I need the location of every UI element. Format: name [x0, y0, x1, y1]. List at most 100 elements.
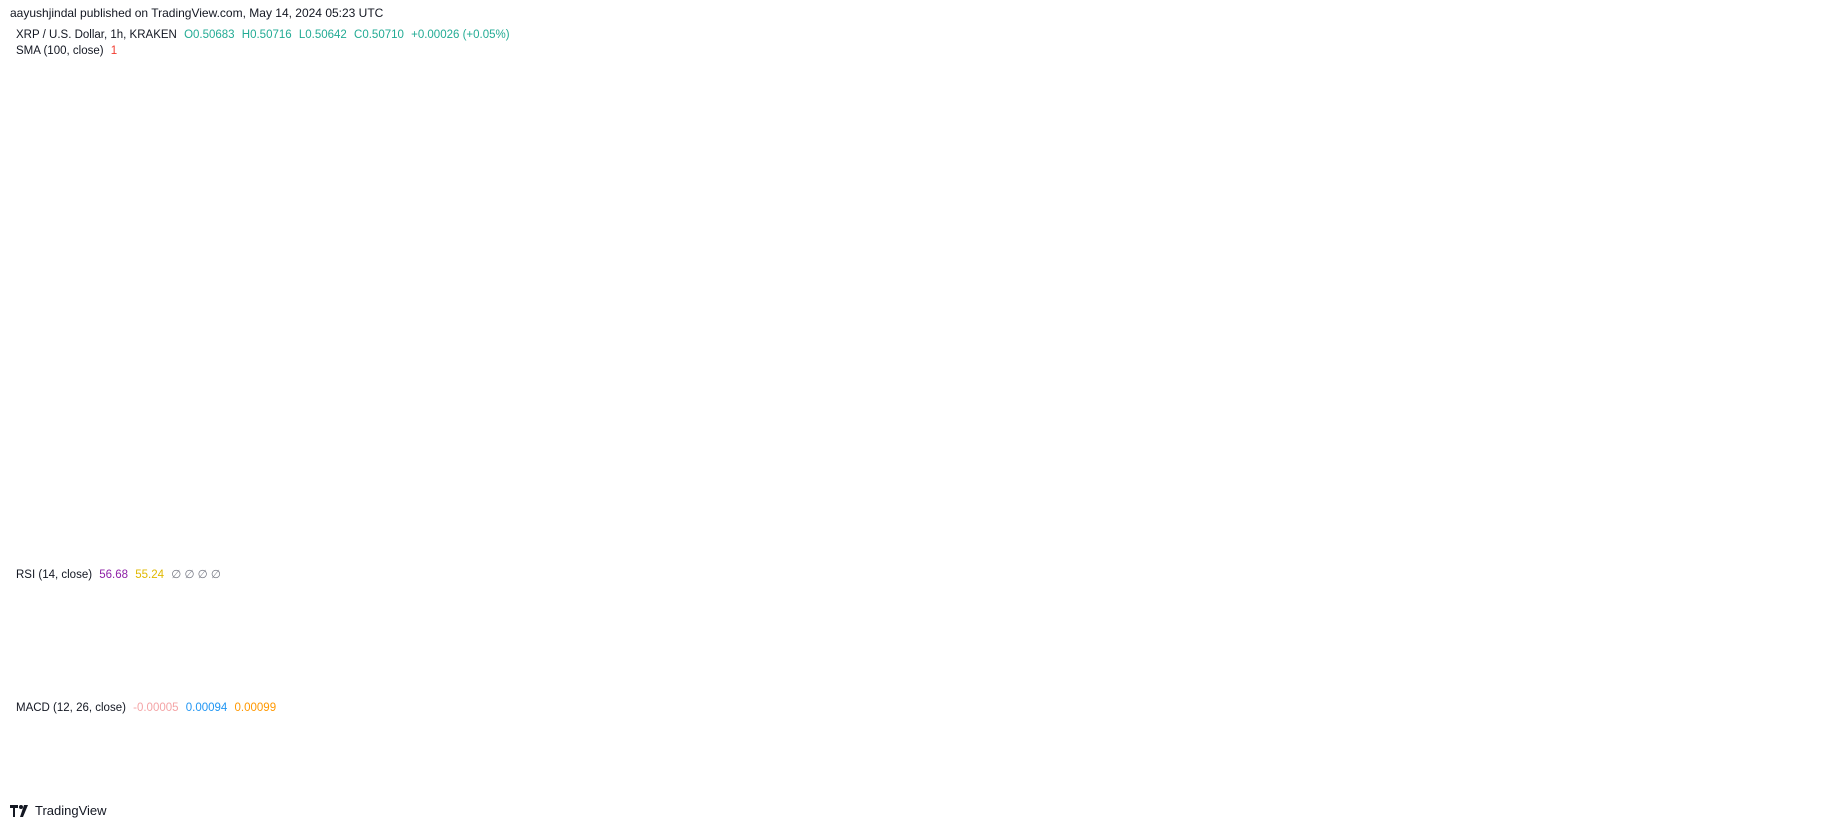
candle-28 — [344, 191, 352, 222]
price-label-bg-6 — [1770, 510, 1826, 527]
candle-14 — [176, 184, 184, 232]
candle-56 — [680, 297, 688, 317]
candle-body-59 — [716, 308, 724, 312]
rsi-null-values: ∅ ∅ ∅ ∅ — [171, 569, 221, 581]
candle-body-83 — [1004, 327, 1012, 349]
candle-body-60 — [728, 303, 736, 309]
price-axis: USD 0.52500 0.52000 0.51500 0.51000 0.49500 0.… — [1770, 36, 1826, 734]
candle-26 — [320, 184, 328, 216]
candle-46 — [560, 321, 568, 349]
candle-body-1 — [20, 146, 28, 153]
candle-body-90 — [1088, 263, 1096, 306]
price-chart[interactable]: 0 (0.51202) 0.236 (0.50605) 0.5 (0.49937) 0… — [0, 0, 1835, 800]
x-tick-8: 12:00 — [1054, 774, 1082, 786]
candle-body-26 — [320, 191, 328, 203]
candle-body-43 — [524, 337, 532, 343]
x-tick-3: 11 — [464, 774, 475, 786]
candle-13 — [164, 173, 172, 232]
candle-body-48 — [584, 318, 592, 349]
candle-body-19 — [236, 146, 244, 184]
candle-60 — [728, 295, 736, 317]
candle-body-64 — [776, 305, 784, 333]
candle-65 — [788, 316, 796, 338]
tradingview-brand[interactable]: TradingView — [10, 803, 107, 818]
candle-body-42 — [512, 337, 520, 347]
y-tick-1: 0.52000 — [1778, 163, 1818, 175]
candle-83 — [1004, 321, 1012, 359]
candle-body-31 — [380, 242, 388, 375]
candle-body-53 — [644, 303, 652, 322]
candle-body-6 — [80, 240, 88, 275]
candle-body-68 — [824, 327, 832, 333]
candle-body-37 — [452, 316, 460, 338]
macd-tick-0: 0.00000 — [1778, 722, 1818, 734]
candle-body-20 — [248, 184, 256, 190]
candle-body-57 — [692, 305, 700, 312]
fib-label-5: 1 (0.48672) — [1634, 508, 1690, 520]
candle-45 — [548, 327, 556, 349]
rsi-label: RSI (14, close) — [16, 569, 93, 581]
candle-24 — [296, 173, 304, 200]
fib-label-4: 0.764 (0.49269) — [1612, 445, 1690, 457]
candle-body-85 — [1028, 300, 1036, 333]
candle-36 — [440, 311, 448, 338]
trendline — [7, 97, 1213, 417]
candle-91 — [1100, 293, 1108, 328]
candle-body-13 — [164, 184, 172, 224]
rsi-legend: RSI (14, close) 56.68 55.24 ∅ ∅ ∅ ∅ — [16, 567, 225, 581]
x-tick-11: 15 — [1419, 774, 1431, 786]
candle-body-16 — [200, 168, 208, 171]
high-value: H0.50716 — [241, 29, 292, 41]
macd-label: MACD (12, 26, close) — [16, 702, 126, 714]
sma-line — [11, 34, 1213, 296]
x-tick-6: 12:00 — [814, 774, 842, 786]
lightning-icon — [1225, 537, 1243, 555]
candle-body-21 — [260, 187, 268, 190]
candle-27 — [332, 184, 340, 206]
candle-53 — [644, 300, 652, 328]
rsi-band-fill — [8, 582, 1768, 655]
candle-body-32 — [392, 361, 400, 375]
candle-6 — [80, 231, 88, 280]
price-label-bg-5 — [1770, 411, 1826, 428]
candle-body-78 — [944, 475, 952, 481]
y-tick-3: 0.51000 — [1778, 269, 1818, 281]
candle-body-2 — [32, 144, 40, 153]
candle-body-55 — [668, 305, 676, 309]
candle-94 — [1136, 297, 1144, 349]
candle-35 — [428, 321, 436, 359]
candle-20 — [248, 173, 256, 200]
price-label-2: 0.51186 — [1778, 249, 1817, 261]
candle-42 — [512, 327, 520, 354]
rsi-tick-0: 60.00 — [1778, 596, 1806, 608]
candle-7 — [92, 221, 100, 285]
candle-body-23 — [284, 187, 292, 192]
rsi-value: 56.68 — [99, 569, 129, 581]
candle-body-71 — [860, 337, 868, 359]
candle-body-65 — [788, 321, 796, 333]
x-tick-13: 16 — [1658, 774, 1670, 786]
candle-body-76 — [920, 364, 928, 391]
candle-body-81 — [980, 335, 988, 407]
y-tick-4: 0.49500 — [1778, 428, 1818, 440]
price-label-5: 0.49633 — [1778, 414, 1818, 426]
candle-70 — [848, 324, 856, 343]
candle-body-63 — [764, 293, 772, 306]
candle-57 — [692, 301, 700, 322]
candle-49 — [596, 337, 604, 365]
candle-40 — [488, 335, 496, 359]
candle-37 — [452, 308, 460, 349]
candle-body-5 — [68, 210, 76, 241]
candle-body-67 — [812, 327, 820, 330]
macd-signal-value: 0.00099 — [234, 702, 277, 714]
y-tick-5: 0.49000 — [1778, 481, 1818, 493]
candle-8 — [104, 221, 112, 269]
candle-body-12 — [152, 184, 160, 227]
candle-body-40 — [488, 343, 496, 354]
candle-89 — [1076, 258, 1084, 280]
candle-body-34 — [416, 348, 424, 370]
fib-label-0: 0 (0.51202) — [1634, 240, 1690, 252]
candle-body-82 — [992, 335, 1000, 349]
x-tick-4: 12:00 — [576, 774, 604, 786]
price-label-0: 0.53020 — [1778, 55, 1818, 67]
